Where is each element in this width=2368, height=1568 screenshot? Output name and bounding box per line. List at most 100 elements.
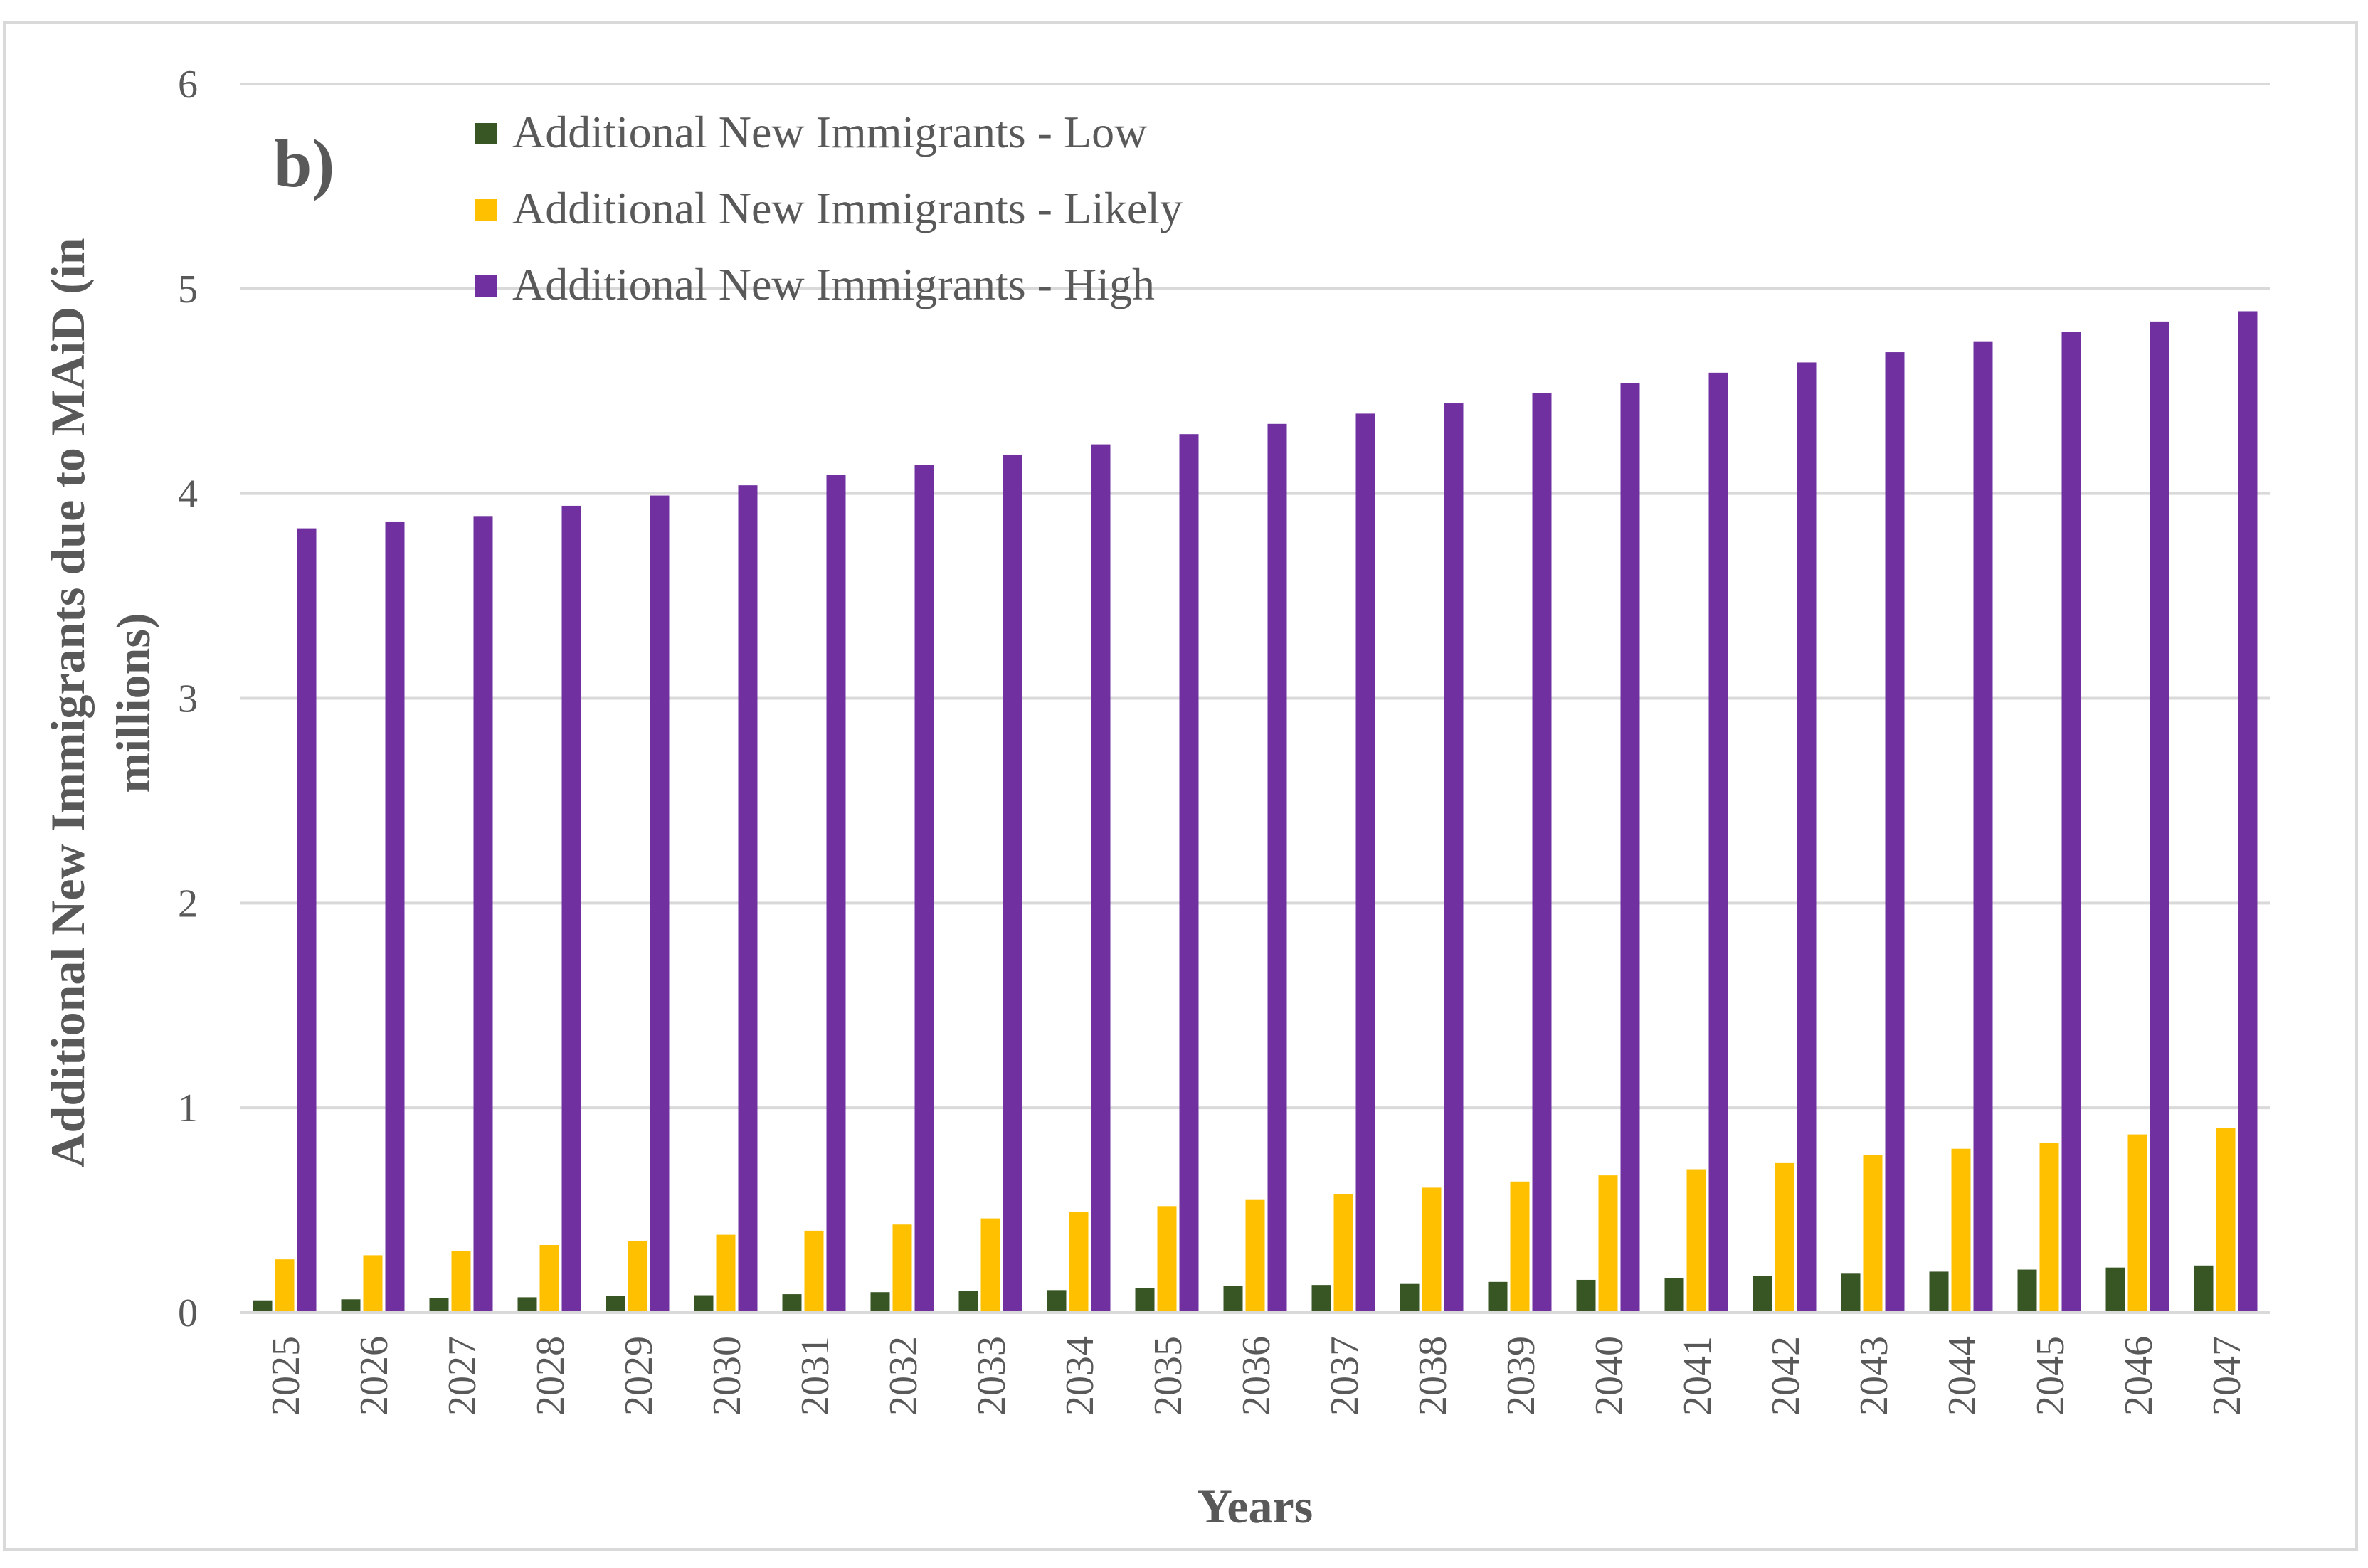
x-tick-label: 2034 xyxy=(1058,1336,1102,1416)
bar-high-2025 xyxy=(297,528,317,1313)
bar-high-2031 xyxy=(826,475,846,1313)
x-tick-label: 2045 xyxy=(2029,1336,2073,1416)
bar-high-2040 xyxy=(1620,383,1640,1313)
bar-high-2027 xyxy=(473,516,493,1313)
x-tick-label: 2032 xyxy=(882,1336,926,1416)
bar-likely-2032 xyxy=(892,1224,912,1313)
x-tick-label: 2026 xyxy=(352,1336,396,1416)
bar-high-2039 xyxy=(1532,393,1552,1313)
bar-likely-2044 xyxy=(1951,1148,1971,1313)
bar-low-2044 xyxy=(1929,1271,1949,1313)
bar-low-2040 xyxy=(1576,1279,1596,1313)
legend-swatch-low xyxy=(475,123,497,144)
bar-low-2028 xyxy=(517,1297,537,1313)
x-tick-label: 2035 xyxy=(1146,1336,1190,1416)
legend: Additional New Immigrants - Low Additiona… xyxy=(475,107,1183,309)
y-tick-label: 3 xyxy=(178,677,198,721)
x-tick-label: 2039 xyxy=(1499,1336,1543,1416)
legend-label-likely: Additional New Immigrants - Likely xyxy=(512,183,1183,233)
x-tick-label: 2041 xyxy=(1676,1336,1720,1416)
bar-high-2043 xyxy=(1885,352,1905,1313)
x-tick-label: 2046 xyxy=(2117,1336,2161,1416)
y-tick-label: 1 xyxy=(178,1086,198,1130)
bar-likely-2036 xyxy=(1245,1199,1265,1313)
y-tick-label: 2 xyxy=(178,881,198,926)
bar-low-2034 xyxy=(1047,1290,1067,1313)
legend-swatch-high xyxy=(475,275,497,297)
bar-likely-2038 xyxy=(1422,1187,1442,1313)
bar-likely-2045 xyxy=(2039,1143,2059,1313)
bar-low-2043 xyxy=(1841,1273,1861,1313)
bar-low-2030 xyxy=(694,1295,714,1313)
bars xyxy=(253,311,2258,1313)
y-tick-label: 0 xyxy=(178,1291,198,1335)
bar-high-2029 xyxy=(650,495,670,1313)
y-axis-title-line-1: Additional New Immigrants due to MAiD (i… xyxy=(41,238,95,1167)
bar-low-2025 xyxy=(253,1300,273,1313)
bar-high-2036 xyxy=(1267,423,1287,1313)
bar-likely-2030 xyxy=(716,1234,736,1313)
x-tick-label: 2028 xyxy=(529,1336,573,1416)
bar-likely-2037 xyxy=(1333,1194,1353,1313)
x-tick-label: 2047 xyxy=(2205,1336,2249,1416)
x-tick-label: 2033 xyxy=(970,1336,1014,1416)
y-tick-label: 4 xyxy=(178,472,198,517)
bar-low-2042 xyxy=(1753,1276,1772,1313)
legend-label-high: Additional New Immigrants - High xyxy=(512,259,1155,309)
bar-likely-2040 xyxy=(1598,1175,1618,1313)
bar-low-2039 xyxy=(1488,1281,1508,1313)
bar-likely-2046 xyxy=(2128,1134,2147,1313)
bar-high-2044 xyxy=(1973,341,1993,1313)
bar-high-2042 xyxy=(1797,362,1817,1313)
bar-likely-2029 xyxy=(628,1241,648,1313)
panel-label: b) xyxy=(274,125,334,201)
x-tick-label: 2037 xyxy=(1323,1336,1367,1416)
bar-likely-2042 xyxy=(1775,1162,1794,1313)
x-tick-label: 2027 xyxy=(440,1336,485,1416)
bar-high-2030 xyxy=(738,485,758,1313)
bar-low-2047 xyxy=(2194,1265,2214,1313)
x-tick-label: 2031 xyxy=(793,1336,837,1416)
legend-swatch-likely xyxy=(475,199,497,221)
x-tick-label: 2044 xyxy=(1940,1336,1984,1416)
bar-low-2027 xyxy=(429,1298,449,1313)
bar-likely-2026 xyxy=(363,1255,383,1313)
bar-likely-2039 xyxy=(1510,1181,1530,1313)
y-axis-title-line-2: millions) xyxy=(106,613,160,793)
bar-likely-2034 xyxy=(1069,1212,1089,1313)
bar-low-2029 xyxy=(606,1296,625,1313)
bar-high-2034 xyxy=(1091,444,1111,1313)
x-tick-label: 2042 xyxy=(1764,1336,1808,1416)
bar-low-2035 xyxy=(1135,1288,1155,1313)
bar-likely-2043 xyxy=(1863,1155,1883,1313)
bar-low-2046 xyxy=(2105,1267,2125,1313)
bar-low-2032 xyxy=(870,1292,890,1313)
legend-label-low: Additional New Immigrants - Low xyxy=(512,107,1147,157)
bar-likely-2041 xyxy=(1686,1169,1706,1313)
x-tick-label: 2038 xyxy=(1411,1336,1455,1416)
y-axis-ticks: 0 1 2 3 4 5 6 xyxy=(178,63,198,1335)
bar-high-2032 xyxy=(914,465,934,1313)
bar-high-2041 xyxy=(1708,372,1728,1313)
bar-likely-2047 xyxy=(2216,1128,2236,1313)
bar-low-2041 xyxy=(1664,1278,1684,1313)
bar-high-2046 xyxy=(2150,321,2169,1313)
gridlines xyxy=(240,83,2270,1110)
bar-high-2035 xyxy=(1179,434,1199,1313)
x-tick-label: 2030 xyxy=(705,1336,749,1416)
bar-low-2033 xyxy=(958,1291,978,1313)
x-tick-label: 2043 xyxy=(1852,1336,1896,1416)
x-tick-label: 2029 xyxy=(617,1336,661,1416)
bar-low-2037 xyxy=(1311,1285,1331,1313)
bar-likely-2033 xyxy=(980,1218,1000,1313)
bar-low-2026 xyxy=(341,1299,361,1313)
bar-likely-2031 xyxy=(804,1230,824,1313)
bar-high-2045 xyxy=(2061,332,2081,1313)
y-tick-label: 5 xyxy=(178,267,198,312)
x-tick-label: 2025 xyxy=(264,1336,308,1416)
bar-low-2038 xyxy=(1400,1283,1420,1313)
bar-likely-2025 xyxy=(275,1259,295,1313)
bar-likely-2035 xyxy=(1157,1206,1177,1313)
bar-low-2031 xyxy=(782,1294,802,1313)
